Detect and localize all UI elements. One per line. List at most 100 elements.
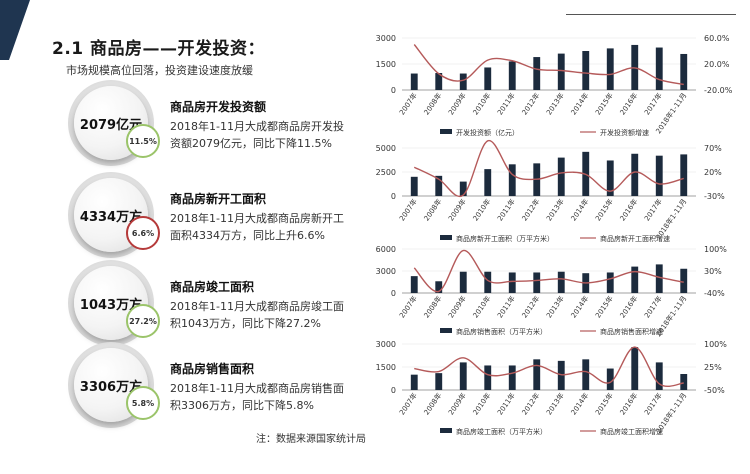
bar (557, 157, 565, 196)
category-label: 2014年 (569, 91, 591, 117)
category-label: 2011年 (495, 294, 517, 320)
bar (655, 47, 663, 90)
legend-bar-swatch (440, 235, 452, 240)
stat-value: 2079亿元 (79, 117, 143, 133)
left-axis-tick-label: 2500 (376, 168, 396, 177)
bar (410, 276, 418, 293)
category-label: 2010年 (471, 294, 493, 320)
bar (631, 347, 639, 390)
bar (655, 155, 663, 196)
category-label: 2016年 (618, 197, 640, 223)
growth-line (413, 249, 684, 293)
category-label: 2009年 (446, 91, 468, 117)
left-axis-tick-label: 0 (391, 86, 396, 95)
bar (435, 373, 443, 390)
category-label: 2007年 (397, 197, 419, 223)
legend-bar-swatch (440, 428, 452, 433)
bar (606, 160, 614, 196)
category-label: 2010年 (471, 391, 493, 417)
right-axis-tick-label: 60.0% (704, 34, 730, 43)
category-label: 2013年 (544, 294, 566, 320)
category-label: 2015年 (593, 197, 615, 223)
left-axis-tick-label: 1500 (376, 60, 396, 69)
bar (508, 164, 516, 196)
category-label: 2014年 (569, 391, 591, 417)
stat-completion: 1043万方 27.2% 商品房竣工面积 2018年1-11月大成都商品房竣工面… (60, 256, 360, 346)
legend-bar-label: 开发投资额（亿元） (456, 128, 519, 137)
change-badge: 6.6% (126, 216, 160, 250)
category-label: 2008年 (422, 197, 444, 223)
change-badge: 5.8% (126, 386, 160, 420)
stat-description-line: 资额2079亿元，同比下降11.5% (170, 137, 332, 150)
category-label: 2009年 (446, 391, 468, 417)
category-label: 2007年 (397, 91, 419, 117)
left-axis-tick-label: 1500 (376, 363, 396, 372)
category-label: 2017年 (642, 91, 664, 117)
legend-line-label: 开发投资额增速 (600, 128, 649, 137)
stat-value: 3306万方 (79, 379, 143, 395)
stat-description-line: 2018年1-11月大成都商品房新开工 (170, 212, 344, 225)
bar (410, 73, 418, 90)
stat-description-line: 2018年1-11月大成都商品房销售面 (170, 382, 344, 395)
right-axis-tick-label: -30% (704, 192, 725, 201)
legend-line-label: 商品房新开工面积增速 (600, 234, 670, 243)
bar (410, 374, 418, 390)
category-label: 2016年 (618, 91, 640, 117)
bar (680, 374, 688, 390)
bar (435, 175, 443, 196)
stat-circle: 1043万方 (74, 266, 148, 340)
legend-line-label: 商品房销售面积增速 (600, 327, 663, 336)
stat-heading: 商品房新开工面积 (170, 192, 267, 206)
left-axis-tick-label: 3000 (376, 34, 396, 43)
right-axis-tick-label: 20.0% (704, 60, 730, 69)
bar (631, 266, 639, 293)
growth-line (414, 346, 684, 387)
left-axis-tick-label: 3000 (376, 340, 396, 349)
bar (508, 365, 516, 390)
stat-new-construction: 4334万方 6.6% 商品房新开工面积 2018年1-11月大成都商品房新开工… (60, 168, 360, 258)
category-label: 2008年 (422, 391, 444, 417)
bar (631, 153, 639, 196)
stat-sales: 3306万方 5.8% 商品房销售面积 2018年1-11月大成都商品房销售面 … (60, 338, 360, 428)
category-label: 2009年 (446, 197, 468, 223)
left-axis-tick-label: 6000 (376, 245, 396, 254)
bar (557, 360, 565, 390)
bar (435, 281, 443, 293)
bar (655, 362, 663, 390)
source-footnote: 注：数据来源国家统计局 (256, 434, 366, 445)
category-label: 2011年 (495, 197, 517, 223)
category-label: 2011年 (495, 391, 517, 417)
stat-description: 2018年1-11月大成都商品房竣工面 积1043万方，同比下降27.2% (170, 298, 380, 332)
bar (459, 271, 467, 293)
left-axis-tick-label: 0 (391, 386, 396, 395)
category-label: 2008年 (422, 91, 444, 117)
legend-bar-label: 商品房新开工面积（万平方米） (456, 234, 554, 243)
bar (484, 271, 492, 293)
bar (606, 368, 614, 390)
stat-description-line: 积3306万方，同比下降5.8% (170, 399, 314, 412)
right-axis-tick-label: 30% (704, 267, 722, 276)
bar (533, 359, 541, 390)
stat-description: 2018年1-11月大成都商品房销售面 积3306万方，同比下降5.8% (170, 380, 380, 414)
bar (606, 272, 614, 293)
legend-bar-swatch (440, 328, 452, 333)
legend-bar-label: 商品房销售面积（万平方米） (456, 327, 547, 336)
category-label: 2014年 (569, 294, 591, 320)
left-axis-tick-label: 5000 (376, 144, 396, 153)
legend-bar-swatch (440, 129, 452, 134)
category-label: 2010年 (471, 197, 493, 223)
category-label: 2013年 (544, 91, 566, 117)
category-label: 2014年 (569, 197, 591, 223)
category-label: 2008年 (422, 294, 444, 320)
bar (459, 73, 467, 90)
growth-line (413, 140, 684, 198)
legend-line-label: 商品房竣工面积增速 (600, 427, 663, 436)
category-label: 2013年 (544, 391, 566, 417)
category-label: 2012年 (520, 197, 542, 223)
stat-investment: 2079亿元 11.5% 商品房开发投资额 2018年1-11月大成都商品房开发… (60, 76, 360, 166)
stat-description-line: 积1043万方，同比下降27.2% (170, 317, 321, 330)
category-label: 2017年 (642, 197, 664, 223)
left-axis-tick-label: 0 (391, 192, 396, 201)
bar (533, 57, 541, 90)
